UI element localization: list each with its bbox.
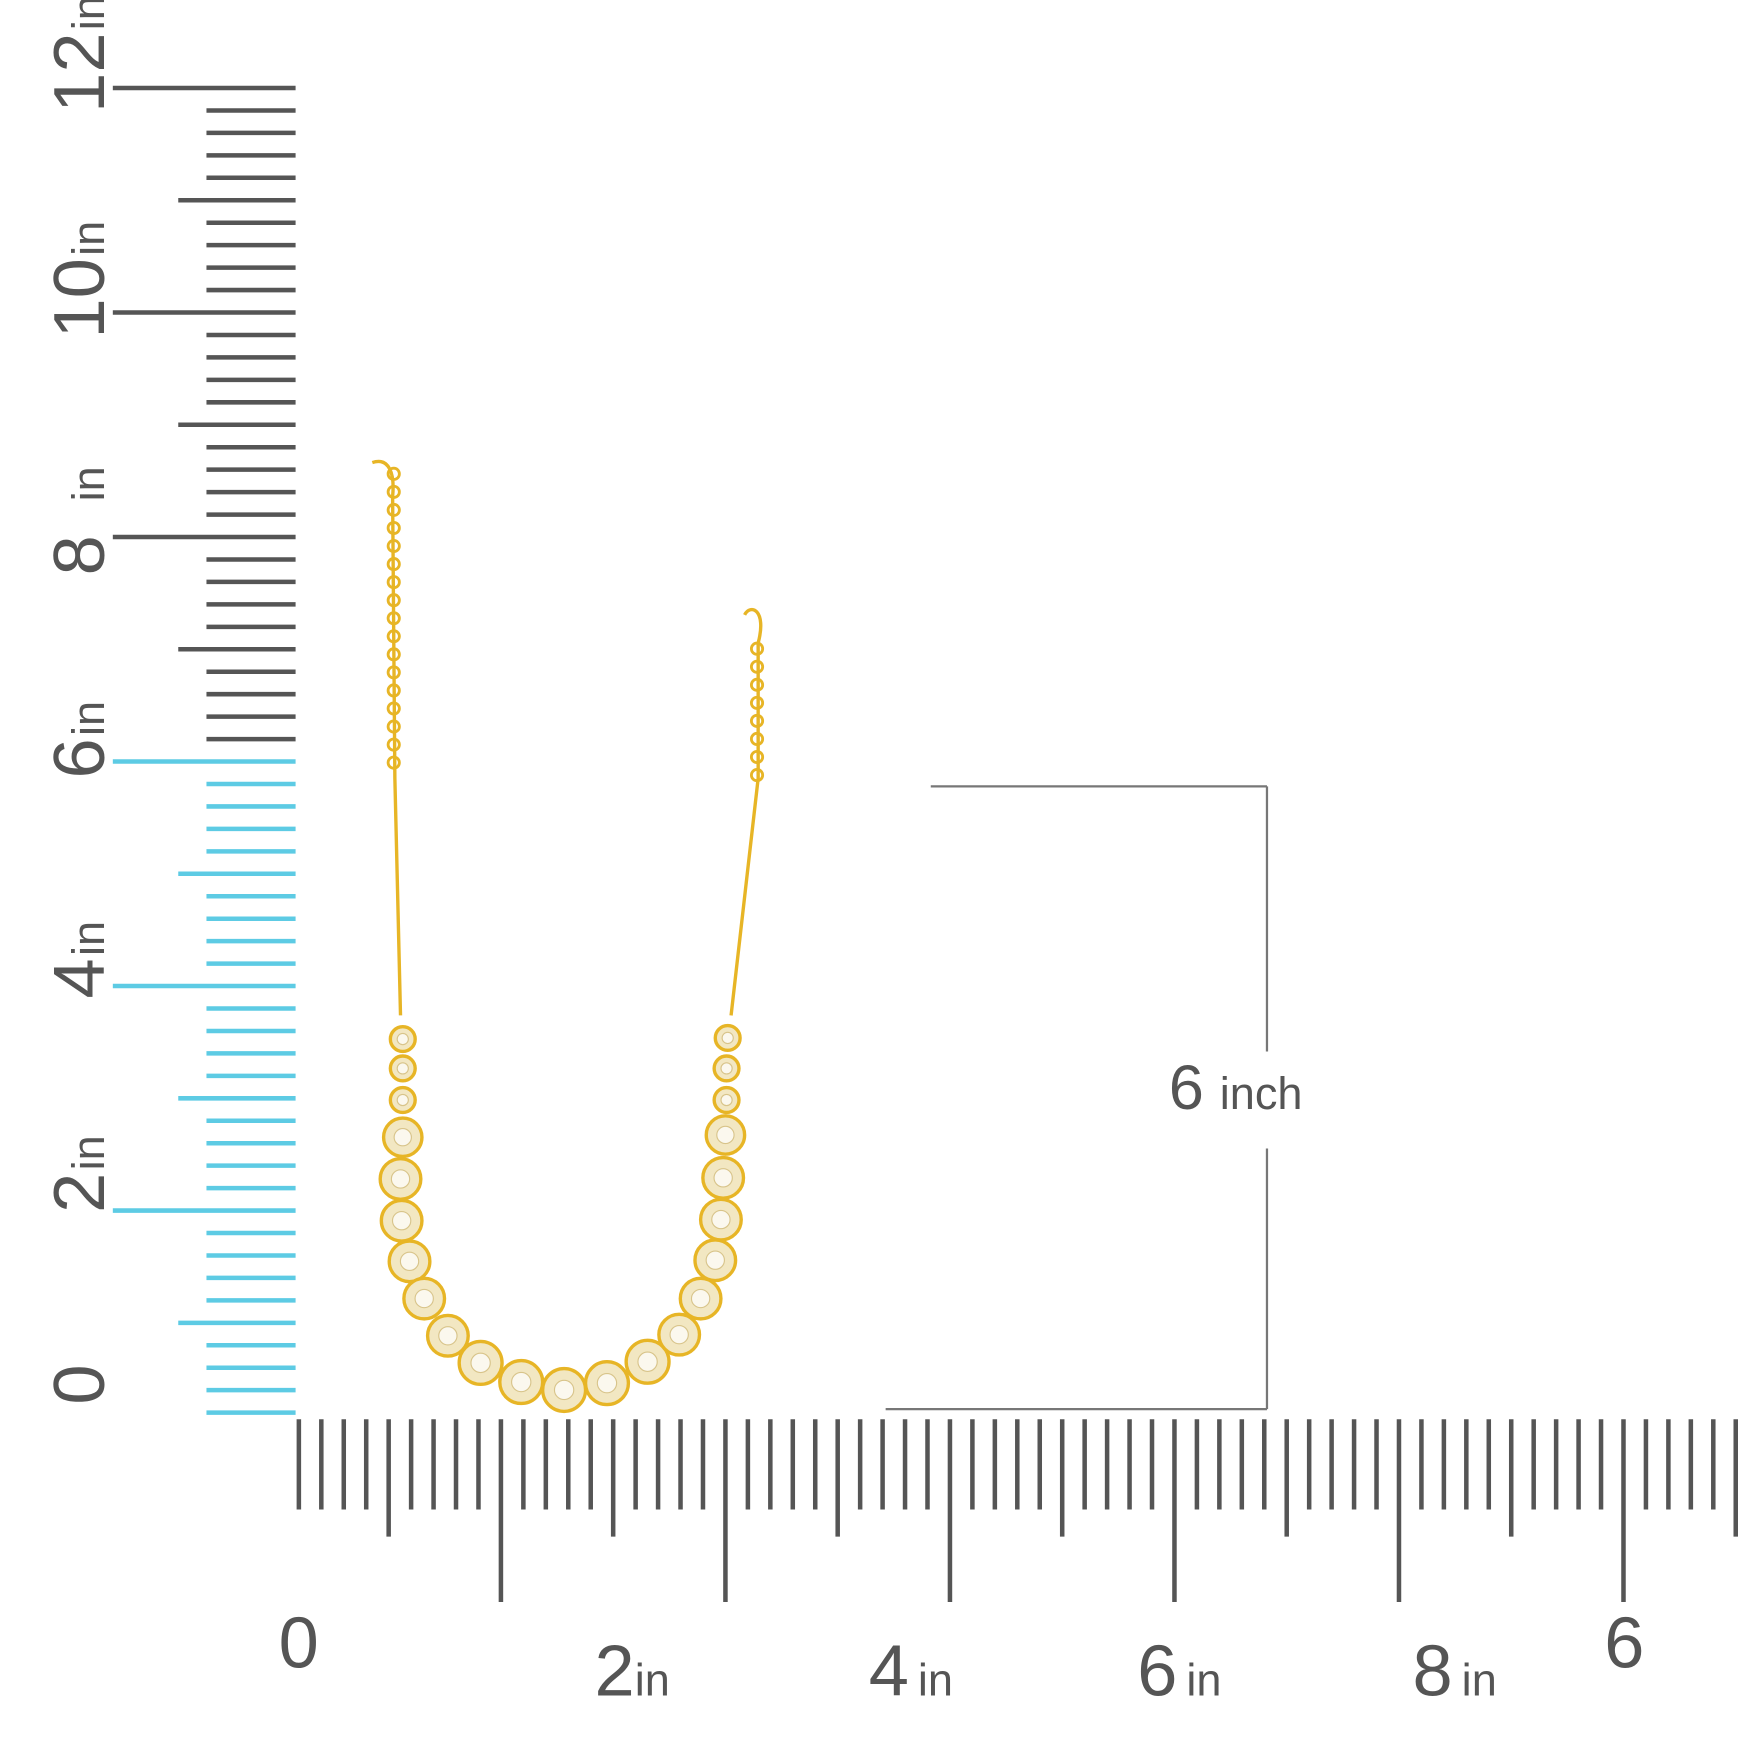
- stone: [391, 1211, 412, 1231]
- chain-link: [386, 466, 401, 481]
- ruler-label: 6: [1604, 1603, 1644, 1683]
- ruler-label: 8 in: [40, 466, 120, 575]
- ruler-number: 0: [40, 1364, 120, 1404]
- ruler-number: 12: [40, 33, 120, 113]
- ruler-unit: in: [63, 466, 114, 501]
- chain-link: [386, 701, 401, 716]
- chain-link: [386, 593, 401, 608]
- ruler-label: 0: [279, 1603, 319, 1683]
- ruler-label: 2in: [40, 1135, 120, 1213]
- chain-link: [386, 484, 401, 499]
- ruler-unit: in: [63, 221, 114, 256]
- dimension-label: 6 inch: [1169, 1053, 1303, 1123]
- stone: [713, 1168, 733, 1188]
- stone: [716, 1125, 735, 1145]
- chain-link: [386, 575, 401, 590]
- dimension-guide: [885, 785, 1269, 1411]
- chain-link: [386, 665, 401, 680]
- ruler-unit: in: [918, 1655, 953, 1706]
- chain-link: [386, 629, 401, 644]
- ruler-number: 2: [40, 1173, 120, 1213]
- chain-link: [386, 611, 401, 626]
- stone: [470, 1352, 491, 1374]
- ruler-label: 10in: [40, 221, 120, 339]
- chain-link: [749, 641, 765, 656]
- chain-link: [386, 557, 401, 572]
- ruler-number: 0: [279, 1603, 319, 1683]
- chain-link: [386, 719, 401, 734]
- ruler-number: 8: [40, 535, 120, 575]
- ruler-number: 4: [40, 958, 120, 998]
- stone: [596, 1372, 618, 1394]
- stone: [705, 1250, 725, 1270]
- stone: [399, 1251, 420, 1272]
- stone: [669, 1324, 689, 1345]
- chain-link: [749, 677, 765, 692]
- stone: [720, 1093, 733, 1107]
- ruler-unit: in: [63, 0, 114, 30]
- ruler-unit: in: [1462, 1655, 1497, 1706]
- ruler-unit: in: [63, 921, 114, 956]
- ruler-label: 4in: [40, 921, 120, 999]
- ruler-unit: in: [1186, 1655, 1221, 1706]
- stone: [721, 1031, 734, 1045]
- necklace: [371, 459, 765, 1414]
- chain-link: [386, 755, 401, 770]
- ruler-unit: in: [635, 1655, 670, 1706]
- chain-link: [749, 695, 765, 710]
- stone: [711, 1209, 731, 1230]
- chain-link: [386, 520, 401, 536]
- chain-link: [749, 731, 765, 747]
- stone: [414, 1288, 434, 1309]
- ruler-label: 0: [40, 1364, 120, 1404]
- chain-link: [749, 713, 765, 728]
- ruler-unit: in: [63, 1135, 114, 1170]
- chain-link: [749, 749, 765, 765]
- ruler-number: 8: [1413, 1632, 1453, 1712]
- stone: [396, 1093, 409, 1107]
- dimension-number: 6: [1169, 1053, 1204, 1123]
- ruler-number: 4: [869, 1632, 909, 1712]
- stone: [393, 1128, 412, 1147]
- ruler-number: 6: [1137, 1632, 1177, 1712]
- chain-link: [386, 502, 401, 517]
- chain-link: [386, 647, 401, 662]
- chain-link: [749, 659, 765, 674]
- ruler-number: 10: [40, 258, 120, 338]
- stone: [396, 1032, 409, 1046]
- chain-link: [386, 683, 401, 698]
- ruler-unit: in: [63, 701, 114, 736]
- ruler-number: 6: [1604, 1603, 1644, 1683]
- ruler-number: 6: [40, 738, 120, 778]
- ruler-label: 6in: [40, 701, 120, 779]
- ruler-number: 2: [595, 1632, 635, 1712]
- stone: [438, 1326, 458, 1346]
- stone: [637, 1351, 658, 1372]
- ruler-label: 12in: [40, 0, 120, 113]
- chain-link: [749, 768, 765, 783]
- stone: [553, 1379, 575, 1401]
- stone: [390, 1169, 411, 1189]
- stone: [511, 1371, 532, 1393]
- chain-link: [386, 737, 401, 752]
- stone: [690, 1288, 711, 1309]
- ruler-label: 2in: [595, 1632, 670, 1712]
- chain-link: [386, 539, 401, 554]
- stone: [720, 1062, 733, 1075]
- stone: [396, 1062, 409, 1075]
- dimension-unit: inch: [1220, 1068, 1303, 1119]
